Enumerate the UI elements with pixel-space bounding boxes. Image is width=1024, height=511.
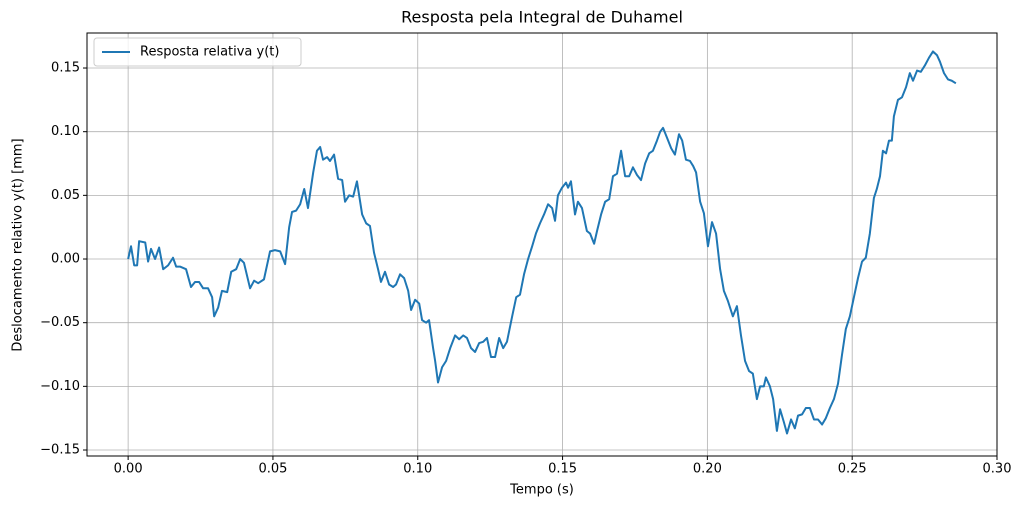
y-tick-label: −0.10 — [40, 379, 80, 394]
y-tick-label: 0.00 — [51, 252, 80, 267]
x-tick-label: 0.05 — [258, 462, 287, 477]
legend-label: Resposta relativa y(t) — [140, 45, 279, 60]
data-line — [127, 50, 957, 435]
y-tick-label: 0.05 — [51, 188, 80, 203]
x-tick-label: 0.25 — [838, 462, 867, 477]
x-axis-label: Tempo (s) — [509, 483, 574, 498]
y-axis-label: Deslocamento relativo y(t) [mm] — [11, 138, 26, 351]
plot-frame — [86, 32, 998, 457]
y-tick-label: −0.05 — [40, 315, 80, 330]
y-tick-label: 0.10 — [51, 124, 80, 139]
chart-title: Resposta pela Integral de Duhamel — [401, 8, 683, 27]
x-tick-label: 0.15 — [548, 462, 577, 477]
y-tick-label: −0.15 — [40, 443, 80, 458]
x-tick-label: 0.30 — [983, 462, 1012, 477]
x-tick-label: 0.20 — [693, 462, 722, 477]
legend-box — [93, 37, 302, 67]
x-tick-label: 0.10 — [403, 462, 432, 477]
x-tick-label: 0.00 — [114, 462, 143, 477]
y-tick-label: 0.15 — [51, 61, 80, 76]
